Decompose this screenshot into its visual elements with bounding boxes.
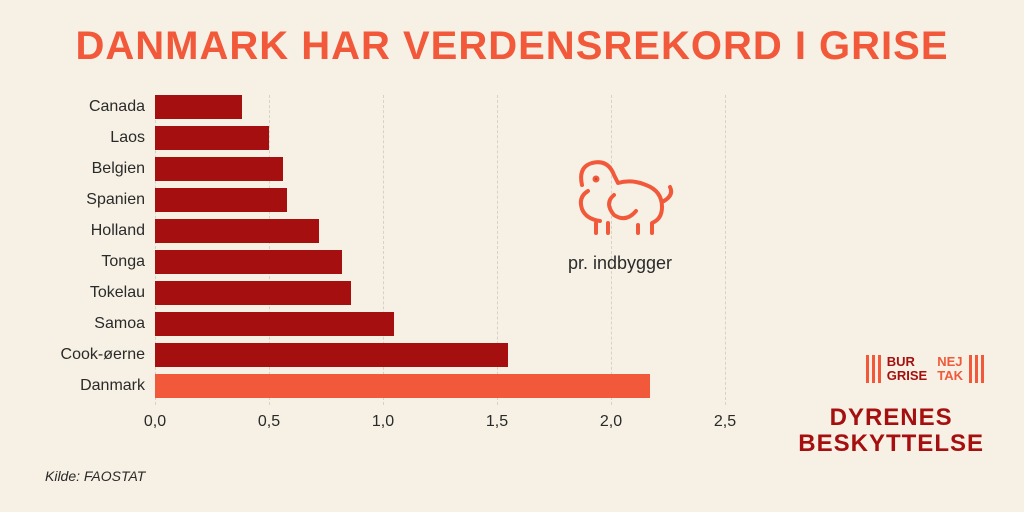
x-tick-label: 2,5 bbox=[714, 413, 736, 431]
logo-word: NEJ bbox=[937, 355, 963, 369]
y-tick-label: Spanien bbox=[50, 188, 145, 212]
logo-word: BUR bbox=[887, 355, 927, 369]
logo-word: TAK bbox=[937, 369, 963, 383]
y-tick-label: Tonga bbox=[50, 250, 145, 274]
bar bbox=[155, 188, 287, 212]
logo-text: BUR GRISE NEJ TAK bbox=[887, 355, 963, 384]
logo-word: GRISE bbox=[887, 369, 927, 383]
x-tick-label: 1,0 bbox=[372, 413, 394, 431]
x-tick-label: 0,0 bbox=[144, 413, 166, 431]
bar bbox=[155, 219, 319, 243]
y-tick-label: Tokelau bbox=[50, 281, 145, 305]
x-tick-label: 1,5 bbox=[486, 413, 508, 431]
gridline bbox=[725, 95, 726, 405]
bar bbox=[155, 312, 394, 336]
y-tick-label: Danmark bbox=[50, 374, 145, 398]
bar bbox=[155, 250, 342, 274]
source-label: Kilde: FAOSTAT bbox=[45, 468, 145, 484]
pig-icon bbox=[560, 145, 680, 240]
x-tick-label: 0,5 bbox=[258, 413, 280, 431]
bar bbox=[155, 157, 283, 181]
campaign-logo: BUR GRISE NEJ TAK bbox=[866, 355, 984, 384]
y-tick-label: Laos bbox=[50, 126, 145, 150]
y-tick-label: Holland bbox=[50, 219, 145, 243]
y-tick-label: Cook-øerne bbox=[50, 343, 145, 367]
pig-caption: pr. indbygger bbox=[520, 253, 720, 274]
logo-bars-left bbox=[866, 355, 881, 383]
bar bbox=[155, 95, 242, 119]
bar bbox=[155, 281, 351, 305]
org-line1: DYRENES bbox=[798, 405, 984, 431]
bar bbox=[155, 374, 650, 398]
logo-bars-right bbox=[969, 355, 984, 383]
y-tick-label: Samoa bbox=[50, 312, 145, 336]
page-title: DANMARK HAR VERDENSREKORD I GRISE bbox=[0, 24, 1024, 69]
pig-illustration-group: pr. indbygger bbox=[520, 145, 720, 274]
bar bbox=[155, 343, 508, 367]
org-line2: BESKYTTELSE bbox=[798, 431, 984, 457]
organization-name: DYRENES BESKYTTELSE bbox=[798, 405, 984, 458]
y-tick-label: Belgien bbox=[50, 157, 145, 181]
x-tick-label: 2,0 bbox=[600, 413, 622, 431]
y-tick-label: Canada bbox=[50, 95, 145, 119]
bar bbox=[155, 126, 269, 150]
